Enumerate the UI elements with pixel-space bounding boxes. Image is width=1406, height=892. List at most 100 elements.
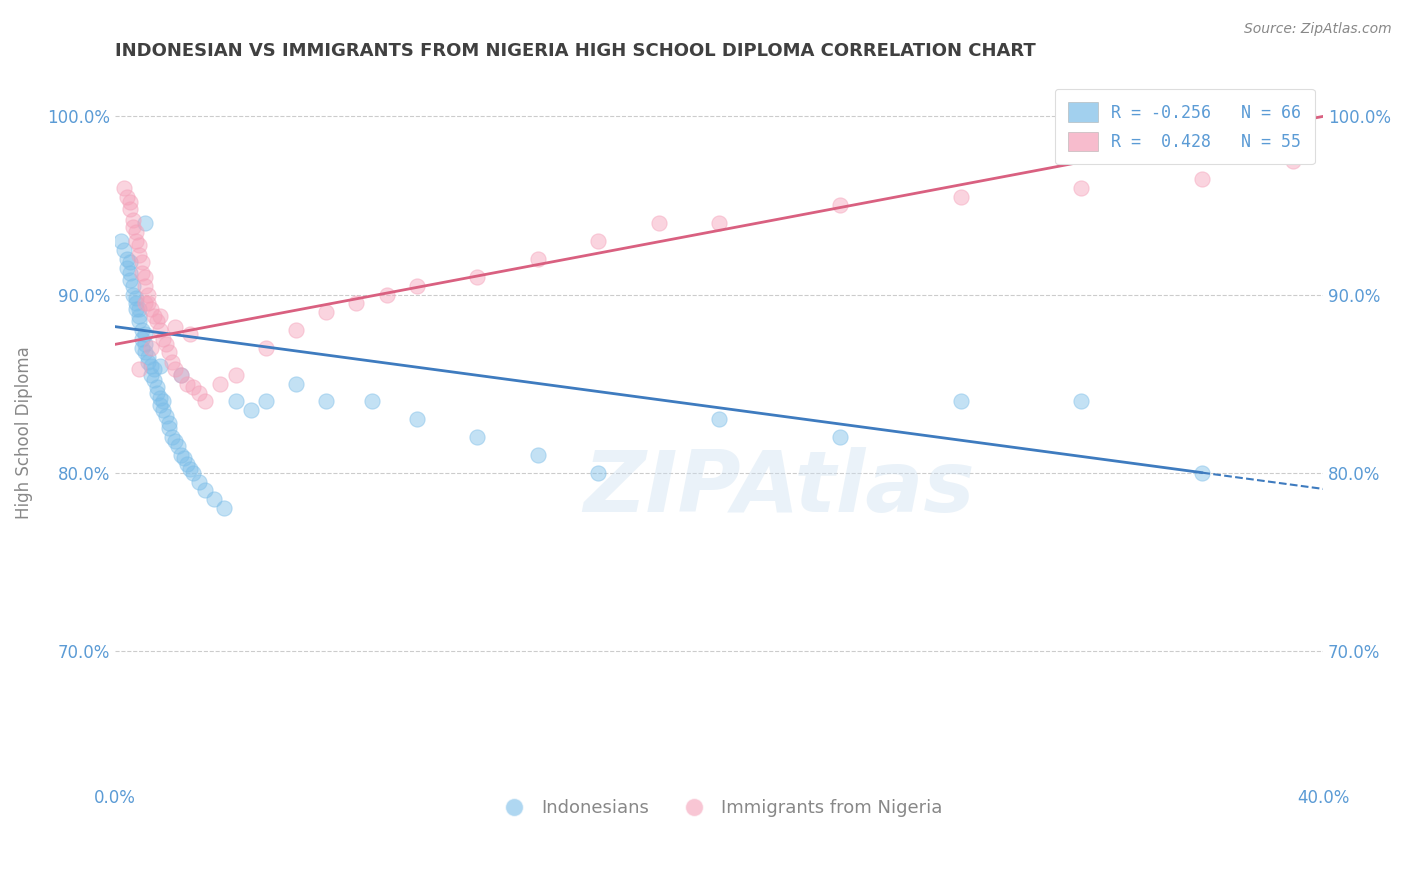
Point <box>176 376 198 391</box>
Point <box>139 341 162 355</box>
Point <box>134 269 156 284</box>
Point <box>586 234 609 248</box>
Point <box>131 341 153 355</box>
Point <box>167 439 190 453</box>
Point <box>315 305 337 319</box>
Point <box>212 501 235 516</box>
Point <box>122 212 145 227</box>
Point <box>149 323 172 337</box>
Point <box>586 466 609 480</box>
Point <box>1070 394 1092 409</box>
Point <box>526 448 548 462</box>
Point <box>707 412 730 426</box>
Point <box>136 296 159 310</box>
Point <box>110 234 132 248</box>
Point <box>115 189 138 203</box>
Point <box>157 416 180 430</box>
Point <box>225 394 247 409</box>
Point <box>170 368 193 382</box>
Point <box>375 287 398 301</box>
Point <box>112 243 135 257</box>
Point <box>194 483 217 498</box>
Point <box>136 350 159 364</box>
Point <box>254 394 277 409</box>
Point <box>160 430 183 444</box>
Point <box>134 296 156 310</box>
Point <box>128 248 150 262</box>
Point <box>1191 171 1213 186</box>
Point <box>828 198 851 212</box>
Y-axis label: High School Diploma: High School Diploma <box>15 346 32 519</box>
Point <box>125 301 148 316</box>
Point <box>128 314 150 328</box>
Text: INDONESIAN VS IMMIGRANTS FROM NIGERIA HIGH SCHOOL DIPLOMA CORRELATION CHART: INDONESIAN VS IMMIGRANTS FROM NIGERIA HI… <box>115 42 1035 60</box>
Point <box>131 266 153 280</box>
Point <box>146 380 169 394</box>
Point <box>136 355 159 369</box>
Point <box>125 296 148 310</box>
Point <box>112 180 135 194</box>
Point <box>149 309 172 323</box>
Point <box>118 202 141 216</box>
Point <box>149 359 172 373</box>
Point <box>157 344 180 359</box>
Point <box>949 189 972 203</box>
Point <box>134 278 156 293</box>
Point <box>160 355 183 369</box>
Point <box>170 368 193 382</box>
Point <box>1191 466 1213 480</box>
Point <box>254 341 277 355</box>
Point <box>122 278 145 293</box>
Point <box>405 278 427 293</box>
Point <box>139 359 162 373</box>
Point <box>149 391 172 405</box>
Point <box>134 337 156 351</box>
Point <box>149 398 172 412</box>
Point <box>707 216 730 230</box>
Point <box>181 466 204 480</box>
Text: Source: ZipAtlas.com: Source: ZipAtlas.com <box>1244 22 1392 37</box>
Point <box>225 368 247 382</box>
Point <box>118 273 141 287</box>
Point <box>204 492 226 507</box>
Point <box>131 332 153 346</box>
Point <box>139 301 162 316</box>
Point <box>136 287 159 301</box>
Point <box>209 376 232 391</box>
Point <box>647 216 669 230</box>
Point <box>143 373 166 387</box>
Point <box>188 475 211 489</box>
Point <box>128 301 150 316</box>
Point <box>526 252 548 266</box>
Point <box>125 234 148 248</box>
Point <box>285 376 308 391</box>
Point <box>165 319 187 334</box>
Point <box>128 309 150 323</box>
Legend: Indonesians, Immigrants from Nigeria: Indonesians, Immigrants from Nigeria <box>488 792 949 825</box>
Point <box>181 380 204 394</box>
Point <box>194 394 217 409</box>
Point <box>1282 153 1305 168</box>
Point <box>176 457 198 471</box>
Point <box>134 326 156 341</box>
Point <box>134 344 156 359</box>
Point <box>115 252 138 266</box>
Point <box>118 266 141 280</box>
Point <box>152 394 174 409</box>
Point <box>346 296 368 310</box>
Point <box>1296 109 1319 123</box>
Point <box>828 430 851 444</box>
Point <box>949 394 972 409</box>
Point <box>315 394 337 409</box>
Point <box>131 255 153 269</box>
Point <box>118 194 141 209</box>
Point <box>239 403 262 417</box>
Point <box>170 448 193 462</box>
Point <box>165 362 187 376</box>
Point <box>360 394 382 409</box>
Point <box>179 462 201 476</box>
Point <box>134 216 156 230</box>
Point <box>152 403 174 417</box>
Point <box>146 314 169 328</box>
Point <box>128 237 150 252</box>
